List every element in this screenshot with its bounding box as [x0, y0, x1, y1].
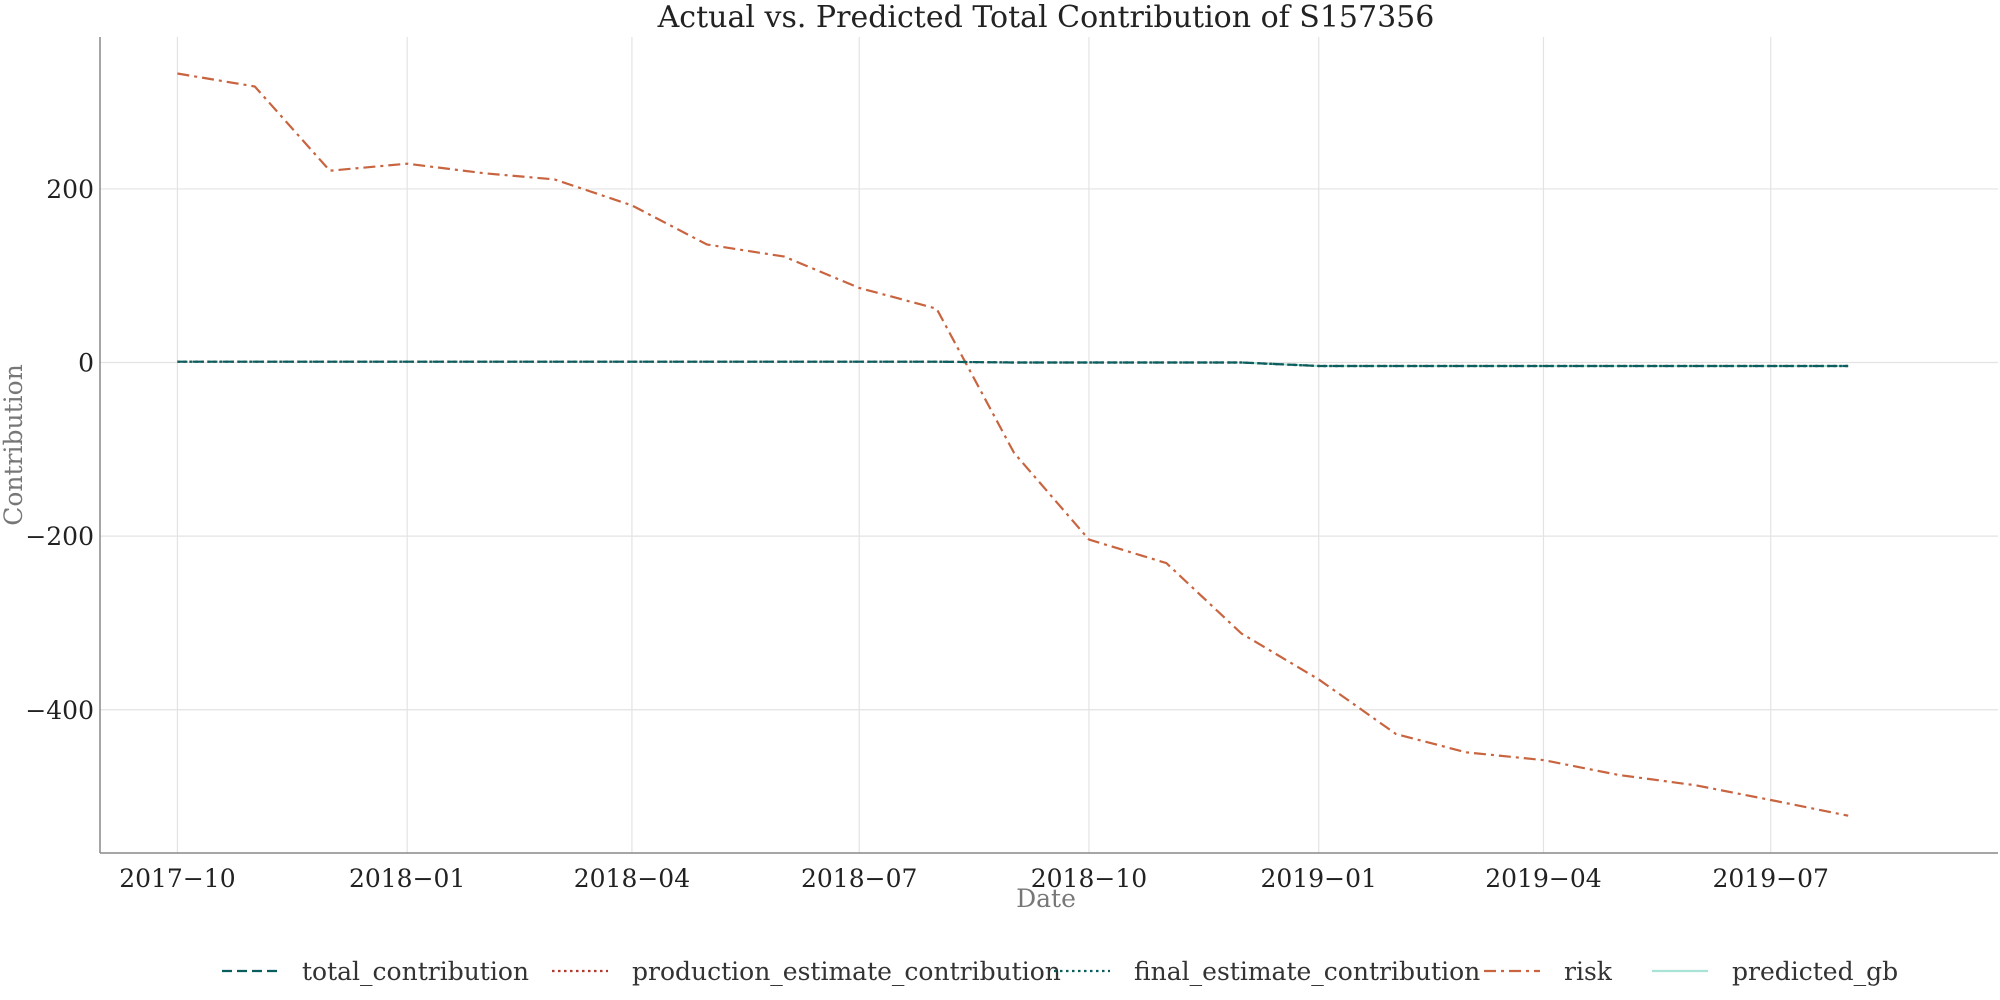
- grid: [100, 37, 1998, 853]
- x-tick-label: 2019−01: [1261, 864, 1377, 893]
- x-tick-label: 2018−01: [349, 864, 465, 893]
- x-tick-label: 2018−04: [574, 864, 690, 893]
- legend-label-production-estimate-contribution: production_estimate_contribution: [632, 957, 1061, 986]
- chart-title: Actual vs. Predicted Total Contribution …: [657, 0, 1435, 35]
- series-line-risk: [177, 72, 1849, 817]
- y-tick-label: 200: [46, 175, 94, 204]
- y-tick-label: −400: [25, 696, 94, 725]
- legend: total_contribution production_estimate_co…: [222, 957, 1898, 986]
- legend-label-total-contribution: total_contribution: [302, 957, 529, 986]
- legend-label-risk: risk: [1564, 957, 1613, 986]
- legend-label-predicted-gb: predicted_gb: [1732, 957, 1898, 986]
- legend-label-final-estimate-contribution: final_estimate_contribution: [1134, 957, 1480, 986]
- x-tick-label: 2019−04: [1485, 864, 1601, 893]
- x-tick-label: 2017−10: [119, 864, 235, 893]
- tick-labels: 2017−10 2018−01 2018−04 2018−07 2018−10 2019−…: [25, 175, 1829, 893]
- y-tick-label: 0: [78, 349, 94, 378]
- series-lines: [177, 72, 1849, 817]
- y-tick-label: −200: [25, 522, 94, 551]
- x-axis-label: Date: [1016, 884, 1076, 913]
- x-tick-label: 2018−10: [1031, 864, 1147, 893]
- x-tick-label: 2018−07: [801, 864, 917, 893]
- x-tick-label: 2019−07: [1713, 864, 1829, 893]
- y-axis-label: Contribution: [0, 364, 28, 526]
- axes-spines: [99, 37, 1998, 854]
